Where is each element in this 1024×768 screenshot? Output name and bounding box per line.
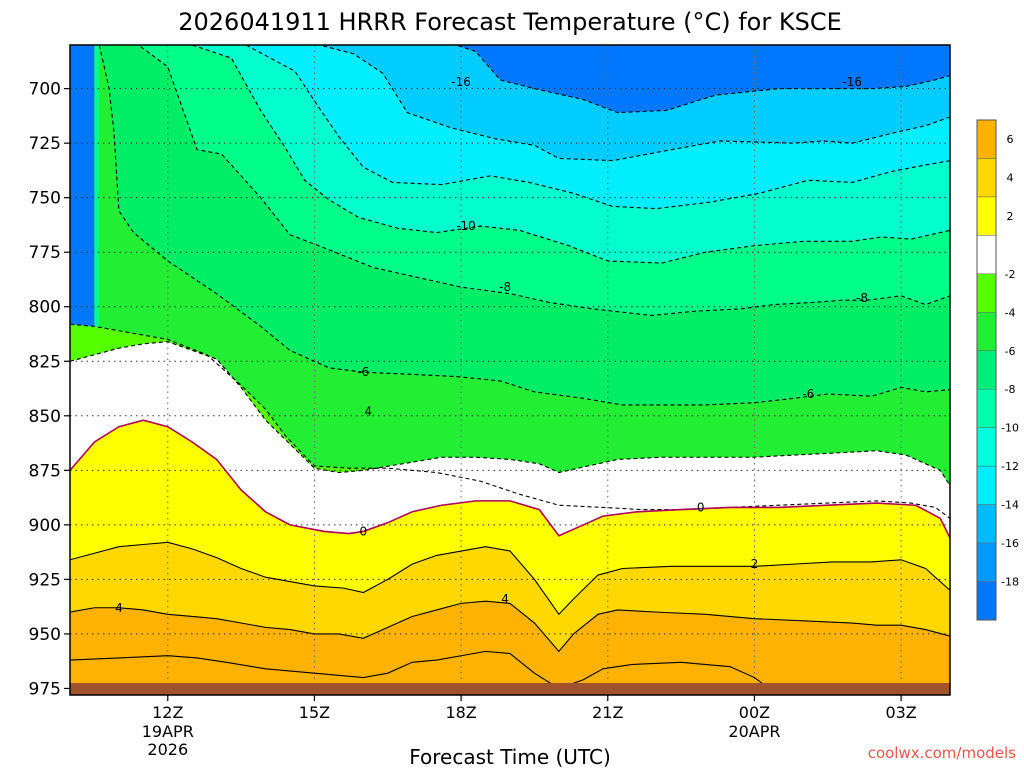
colorbar-label: -18 [1001,576,1019,589]
contour-label-text: -16 [842,75,862,89]
colorbar-bin [976,465,997,505]
y-tick-label: 800 [29,298,61,318]
colorbar-bin [976,542,997,582]
y-tick-label: 900 [29,516,61,536]
contour-label-text: 0 [360,524,368,538]
y-tick-label: 975 [29,679,61,699]
contour-label: -8 [499,280,511,294]
contour-labels: -16 -16 -10 -8 -8 -6 -6 4 0 0 2 4 4 [115,75,868,615]
y-tick-label: 775 [29,243,61,263]
contour-label: 2 [751,557,759,571]
contour-line--6 [98,45,950,406]
x-tick-label: 03Z [885,703,916,722]
contour-line--10 [94,45,950,264]
contour-label: 0 [697,500,705,514]
colorbar-label: -16 [1001,537,1019,550]
colorbar-label: -2 [1005,268,1016,281]
contour-line-6 [70,650,770,690]
contour-label: 4 [501,592,509,606]
colorbar-bin [976,427,997,467]
contour-label: -10 [456,219,476,233]
contour-line-2 [70,541,950,616]
colorbar-label: -14 [1001,499,1019,512]
credit-text: coolwx.com/models [868,744,1016,762]
contour-lines [70,45,950,690]
y-tick-label: 700 [29,80,61,100]
x-tick-date: 19APR [142,722,194,741]
colorbar-label: 4 [1007,172,1014,185]
colorbar-label: -12 [1001,460,1019,473]
contour-label: 4 [364,404,372,418]
colorbar-bin [976,350,997,390]
colorbar: 6 4 2 -2 -4 -6 -8 -10 -12 -14 -16 -18 [976,119,1019,621]
colorbar-bin [976,235,997,275]
colorbar-bin [976,273,997,313]
ground-layer [70,683,950,695]
y-tick-label: 750 [29,189,61,209]
contour-label: -16 [451,75,471,89]
contour-line--8 [99,45,950,317]
contour-label-text: 4 [115,601,123,615]
colorbar-bin [976,581,997,621]
contour-label-text: 0 [697,500,705,514]
contour-label: -8 [856,291,868,305]
contour-label-text: -16 [451,75,471,89]
contour-label: -6 [357,365,369,379]
chart-title: 2026041911 HRRR Forecast Temperature (°C… [178,8,842,36]
contour-label-text: -8 [499,280,511,294]
colorbar-label: 2 [1007,210,1014,223]
contour-label-text: -8 [856,291,868,305]
y-tick-label: 850 [29,407,61,427]
contour-line-0 [70,419,950,539]
x-tick-date: 20APR [728,722,780,741]
colorbar-bin [976,158,997,198]
x-axis-label: Forecast Time (UTC) [409,745,611,768]
contour-label: 0 [360,524,368,538]
contour-line--12 [99,45,950,210]
colorbar-bin [976,119,997,159]
y-axis: 700 725 750 775 800 825 850 875 900 925 950 975 [29,80,70,699]
contour-line--14 [99,45,950,162]
colorbar-label: -10 [1001,422,1019,435]
contour-label-text: -10 [456,219,476,233]
y-tick-label: 875 [29,461,61,481]
y-tick-label: 725 [29,134,61,154]
colorbar-label: -4 [1005,306,1016,319]
contour-label-text: 2 [751,557,759,571]
contour-line--2 [70,341,950,486]
plot-frame [69,44,951,696]
contour-line-4 [70,600,950,653]
contour-label-text: -6 [802,387,814,401]
colorbar-bin [976,504,997,544]
colorbar-label: -8 [1005,383,1016,396]
y-tick-label: 825 [29,352,61,372]
x-tick-label: 18Z [445,703,476,722]
contour-label: -6 [802,387,814,401]
x-tick-label: 00Z [739,703,770,722]
contour-label-text: 4 [501,592,509,606]
x-tick-label: 21Z [592,703,623,722]
colorbar-label: 6 [1007,133,1014,146]
x-tick-label: 12Z [152,703,183,722]
y-tick-label: 950 [29,625,61,645]
filled-bands [70,45,950,695]
x-tick-label: 15Z [299,703,330,722]
colorbar-bin [976,388,997,428]
plot-area: -16 -16 -10 -8 -8 -6 -6 4 0 0 2 4 4 [70,45,950,695]
contour-line--4 [70,323,950,519]
x-tick-year: 2026 [147,740,188,759]
contour-line--16 [94,45,950,114]
contour-label-text: 4 [364,404,372,418]
colorbar-frame [976,119,997,621]
contour-label: -16 [842,75,862,89]
colorbar-label: -6 [1005,345,1016,358]
colorbar-bin [976,312,997,352]
contour-label: 4 [115,601,123,615]
contour-label-text: -6 [357,365,369,379]
y-tick-label: 925 [29,570,61,590]
colorbar-bin [976,196,997,236]
